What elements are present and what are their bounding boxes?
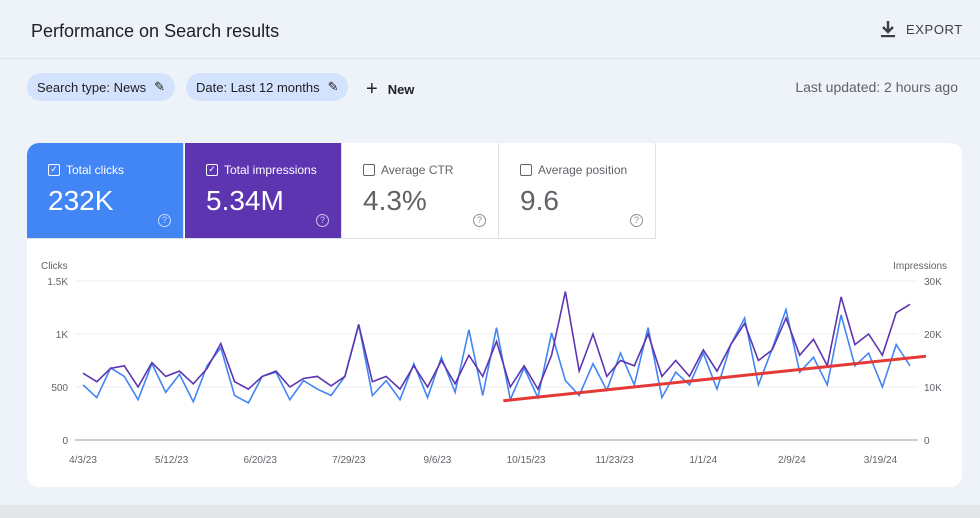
help-icon[interactable]: ? — [316, 214, 329, 227]
series-line-impressions — [82, 291, 911, 391]
help-icon[interactable]: ? — [158, 214, 171, 227]
performance-card: ✓ Total clicks 232K ? ✓ Total impressions … — [27, 143, 962, 487]
metric-label: Average position — [538, 163, 628, 177]
checkbox-unchecked-icon[interactable] — [520, 164, 532, 176]
metric-total-impressions[interactable]: ✓ Total impressions 5.34M ? — [185, 143, 342, 239]
checkbox-unchecked-icon[interactable] — [363, 164, 375, 176]
y-right-tick-label: 0 — [924, 436, 930, 447]
search-type-filter-chip[interactable]: Search type: News ✎ — [27, 73, 176, 101]
y-right-tick-label: 20K — [924, 330, 942, 341]
page-title: Performance on Search results — [31, 21, 280, 41]
y-right-tick-label: 30K — [924, 277, 942, 288]
y-right-tick-label: 10K — [924, 383, 942, 394]
search-type-label: Search type: News — [37, 79, 147, 95]
last-updated: Last updated: 2 hours ago — [795, 79, 958, 95]
help-icon[interactable]: ? — [473, 214, 486, 227]
metric-value: 5.34M — [206, 185, 284, 216]
edit-icon: ✎ — [327, 79, 339, 94]
plus-icon: + — [366, 78, 378, 100]
metric-value: 232K — [48, 185, 114, 216]
x-tick-label: 3/19/24 — [864, 455, 898, 466]
download-icon — [881, 21, 895, 38]
trend-line — [503, 354, 927, 403]
metric-value: 9.6 — [520, 185, 559, 216]
x-tick-label: 2/9/24 — [778, 455, 806, 466]
metric-value: 4.3% — [363, 185, 427, 216]
edit-icon: ✎ — [154, 79, 166, 94]
metric-label: Total clicks — [66, 163, 125, 177]
y-left-tick-label: 0 — [62, 436, 68, 447]
metric-label: Total impressions — [224, 163, 317, 177]
x-tick-label: 1/1/24 — [689, 455, 717, 466]
x-tick-label: 6/20/23 — [244, 455, 278, 466]
help-icon[interactable]: ? — [630, 214, 643, 227]
x-tick-label: 9/6/23 — [424, 455, 452, 466]
export-label: EXPORT — [906, 21, 963, 37]
metric-total-clicks[interactable]: ✓ Total clicks 232K ? — [27, 143, 184, 239]
page-bottom — [0, 505, 980, 518]
x-tick-label: 11/23/23 — [596, 455, 635, 466]
y-right-label: Impressions — [893, 261, 947, 272]
divider — [0, 58, 980, 59]
metric-label: Average CTR — [381, 163, 454, 177]
new-label: New — [387, 82, 415, 97]
y-left-label: Clicks — [41, 261, 68, 272]
new-filter-button[interactable]: + New — [366, 78, 414, 101]
checkbox-checked-icon[interactable]: ✓ — [206, 164, 218, 176]
export-button[interactable]: EXPORT — [880, 20, 963, 38]
x-tick-label: 7/29/23 — [332, 455, 366, 466]
metric-average-position[interactable]: Average position 9.6 ? — [499, 143, 656, 239]
y-left-tick-label: 1K — [56, 330, 69, 341]
date-label: Date: Last 12 months — [196, 79, 320, 95]
series-line-clicks — [82, 306, 911, 404]
checkbox-checked-icon[interactable]: ✓ — [48, 164, 60, 176]
x-tick-label: 4/3/23 — [69, 455, 97, 466]
x-tick-label: 10/15/23 — [507, 455, 546, 466]
y-left-tick-label: 1.5K — [47, 277, 68, 288]
y-left-tick-label: 500 — [51, 383, 68, 394]
x-tick-label: 5/12/23 — [155, 455, 189, 466]
metric-average-ctr[interactable]: Average CTR 4.3% ? — [342, 143, 499, 239]
date-filter-chip[interactable]: Date: Last 12 months ✎ — [186, 73, 349, 101]
